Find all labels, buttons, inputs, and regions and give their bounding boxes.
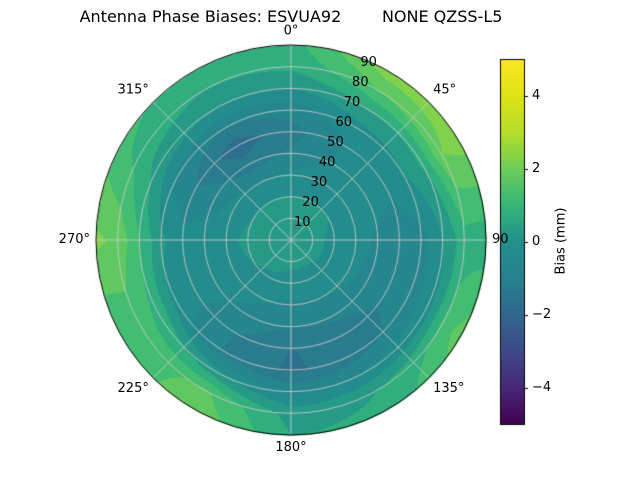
- theta-tick-label: 135°: [433, 381, 465, 397]
- theta-tick-label: 270°: [58, 231, 90, 247]
- theta-tick-label: 90: [492, 231, 509, 247]
- theta-tick-label: 180°: [275, 440, 307, 455]
- colorbar-tick-label: 0: [532, 233, 541, 249]
- radial-tick-label: 20: [302, 194, 319, 210]
- radial-tick-label: 10: [294, 214, 311, 230]
- radial-tick-label: 50: [327, 134, 344, 150]
- radial-tick-label: 80: [352, 74, 369, 90]
- radial-tick-label: 60: [335, 114, 353, 130]
- radial-tick-label: 30: [310, 174, 328, 190]
- colorbar-tick-label: 4: [532, 87, 541, 103]
- radial-tick-label: 90: [360, 54, 377, 70]
- colorbar-axis-label: Bias (mm): [553, 207, 569, 275]
- chart-title: Antenna Phase Biases: ESVUA92 NONE QZSS-…: [79, 7, 503, 26]
- colorbar-tick-label: −2: [532, 306, 552, 322]
- theta-tick-label: 225°: [117, 381, 149, 397]
- colorbar-tick-label: 2: [532, 160, 541, 176]
- theta-tick-label: 0°: [283, 23, 299, 39]
- theta-tick-label: 45°: [433, 82, 457, 98]
- radial-tick-label: 70: [343, 94, 361, 110]
- radial-tick-label: 40: [318, 154, 336, 170]
- colorbar-tick-label: −4: [532, 379, 552, 395]
- theta-tick-label: 315°: [117, 82, 149, 98]
